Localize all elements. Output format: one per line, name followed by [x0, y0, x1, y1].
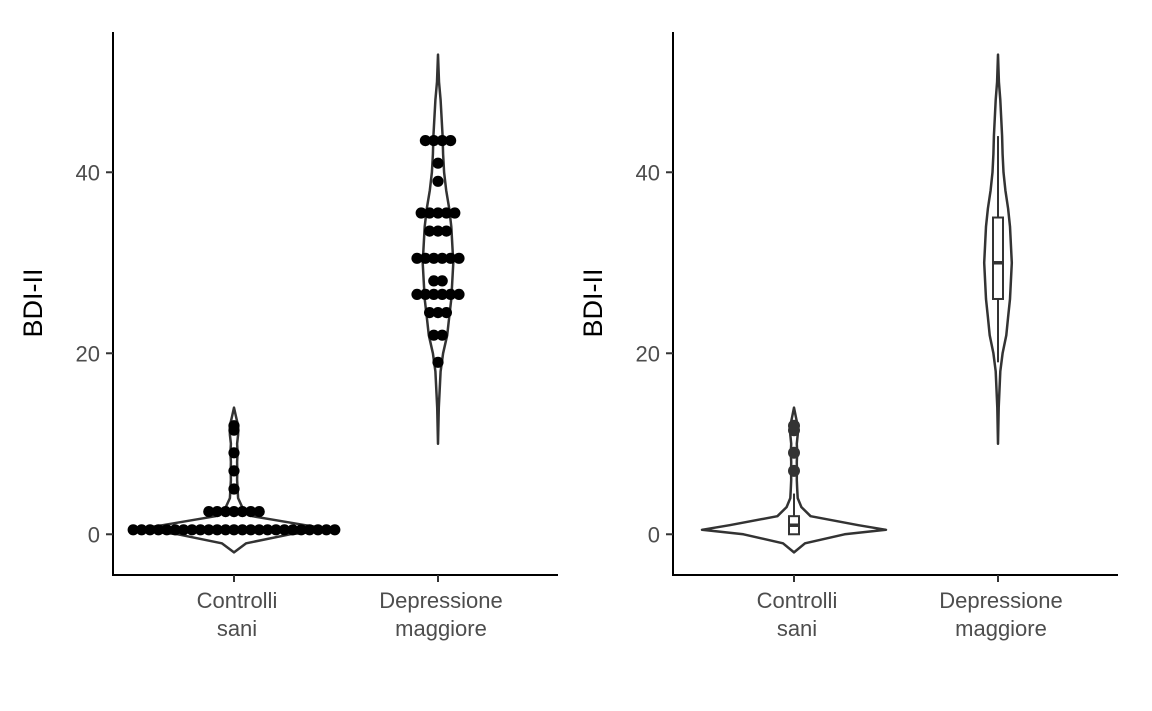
data-point [432, 225, 444, 237]
data-point [428, 135, 440, 147]
data-point [253, 524, 265, 536]
right-violin-boxplot-panel: 0 20 40 Controlli sani Depressione maggiore BDI… [578, 32, 1118, 641]
data-point [329, 524, 341, 536]
data-point [428, 252, 440, 264]
x-category-label: Depressione [939, 588, 1063, 613]
outlier-point [788, 419, 800, 432]
data-point [453, 252, 465, 264]
data-point [428, 288, 440, 300]
data-point [440, 307, 452, 319]
y-tick-label: 40 [76, 160, 100, 185]
data-point [127, 524, 139, 536]
outlier-point [788, 464, 800, 477]
data-point [312, 524, 324, 536]
data-point [436, 135, 448, 147]
x-category-label: maggiore [395, 616, 487, 641]
data-point [236, 524, 248, 536]
data-point [245, 524, 257, 536]
data-point [419, 288, 431, 300]
y-tick-label: 0 [88, 522, 100, 547]
data-point [253, 506, 265, 518]
data-point [436, 275, 448, 287]
x-category-label: Controlli [197, 588, 278, 613]
data-point [440, 207, 452, 219]
data-point [436, 288, 448, 300]
data-point [320, 524, 332, 536]
y-tick-label: 20 [76, 341, 100, 366]
y-axis-title: BDI-II [18, 268, 48, 337]
data-point [445, 252, 457, 264]
data-point [445, 135, 457, 147]
data-point [428, 329, 440, 341]
data-point [144, 524, 156, 536]
data-point [445, 288, 457, 300]
data-point [424, 207, 436, 219]
data-point [228, 420, 240, 432]
data-point [169, 524, 181, 536]
violin-controlli-sani [700, 406, 888, 554]
data-point [194, 524, 206, 536]
data-point [419, 252, 431, 264]
data-point [415, 207, 427, 219]
data-point [211, 506, 223, 518]
box-iqr [992, 216, 1004, 300]
data-point [304, 524, 316, 536]
data-point [449, 207, 461, 219]
x-category-label: Controlli [757, 588, 838, 613]
data-point [228, 447, 240, 459]
y-tick-label: 20 [636, 341, 660, 366]
x-category-label: sani [777, 616, 817, 641]
data-point [203, 506, 215, 518]
data-point [440, 225, 452, 237]
data-point [411, 252, 423, 264]
data-point [428, 275, 440, 287]
y-tick-label: 40 [636, 160, 660, 185]
x-category-label: maggiore [955, 616, 1047, 641]
data-point [178, 524, 190, 536]
data-point [245, 506, 257, 518]
data-point [287, 524, 299, 536]
data-point [228, 465, 240, 477]
data-point [432, 157, 444, 169]
data-point [262, 524, 274, 536]
data-point [228, 483, 240, 495]
data-point [432, 307, 444, 319]
data-point [203, 524, 215, 536]
y-tick-label: 0 [648, 522, 660, 547]
data-point [236, 506, 248, 518]
outlier-point [788, 446, 800, 459]
data-point [432, 175, 444, 187]
data-point [453, 288, 465, 300]
x-category-label: sani [217, 616, 257, 641]
data-point [424, 225, 436, 237]
data-point [220, 524, 232, 536]
x-category-label: Depressione [379, 588, 503, 613]
data-point [436, 329, 448, 341]
data-point [419, 135, 431, 147]
data-point [220, 506, 232, 518]
data-point [436, 252, 448, 264]
data-point [432, 207, 444, 219]
left-violin-dotplot-panel: 0 20 40 Controlli sani Depressione maggiore BDI… [18, 32, 558, 641]
data-point [228, 524, 240, 536]
data-point [270, 524, 282, 536]
data-point [161, 524, 173, 536]
data-point [432, 356, 444, 368]
data-point [228, 506, 240, 518]
data-point [152, 524, 164, 536]
y-axis-title: BDI-II [578, 268, 608, 337]
data-point [136, 524, 148, 536]
data-point [278, 524, 290, 536]
data-point [211, 524, 223, 536]
data-point [424, 307, 436, 319]
data-point [186, 524, 198, 536]
data-point [295, 524, 307, 536]
data-point [411, 288, 423, 300]
